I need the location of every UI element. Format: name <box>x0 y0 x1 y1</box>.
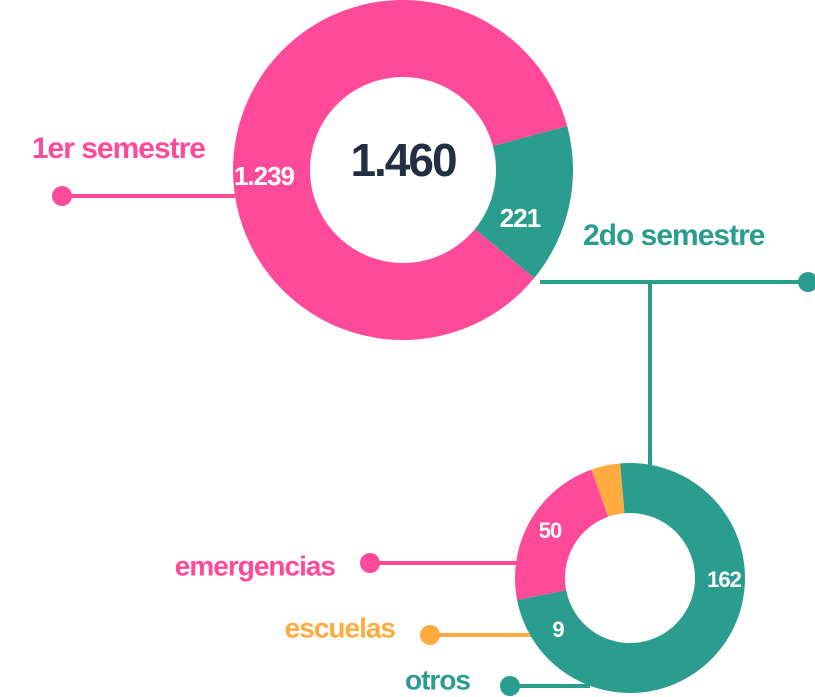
donut-segment <box>591 463 625 517</box>
donut-segment <box>474 126 573 279</box>
value-label: 9 <box>552 617 564 642</box>
legend-label: escuelas <box>285 612 396 643</box>
legend-label: 2do semestre <box>583 219 765 252</box>
leader-dot <box>360 553 380 573</box>
leader-dot <box>420 625 440 645</box>
legend-label: otros <box>405 664 470 695</box>
center-total: 1.460 <box>350 134 456 186</box>
legend-label: emergencias <box>175 550 336 581</box>
donut-segment <box>515 469 609 600</box>
value-label: 1.239 <box>234 161 295 191</box>
leader-dot <box>798 272 815 292</box>
leader-dot <box>500 676 520 696</box>
value-label: 221 <box>500 203 541 233</box>
donut-segment <box>517 463 745 693</box>
value-label: 50 <box>539 518 562 543</box>
leader-dot <box>52 186 72 206</box>
donut-segment <box>233 0 568 340</box>
legend-label: 1er semestre <box>32 132 205 165</box>
value-label: 162 <box>707 567 741 592</box>
